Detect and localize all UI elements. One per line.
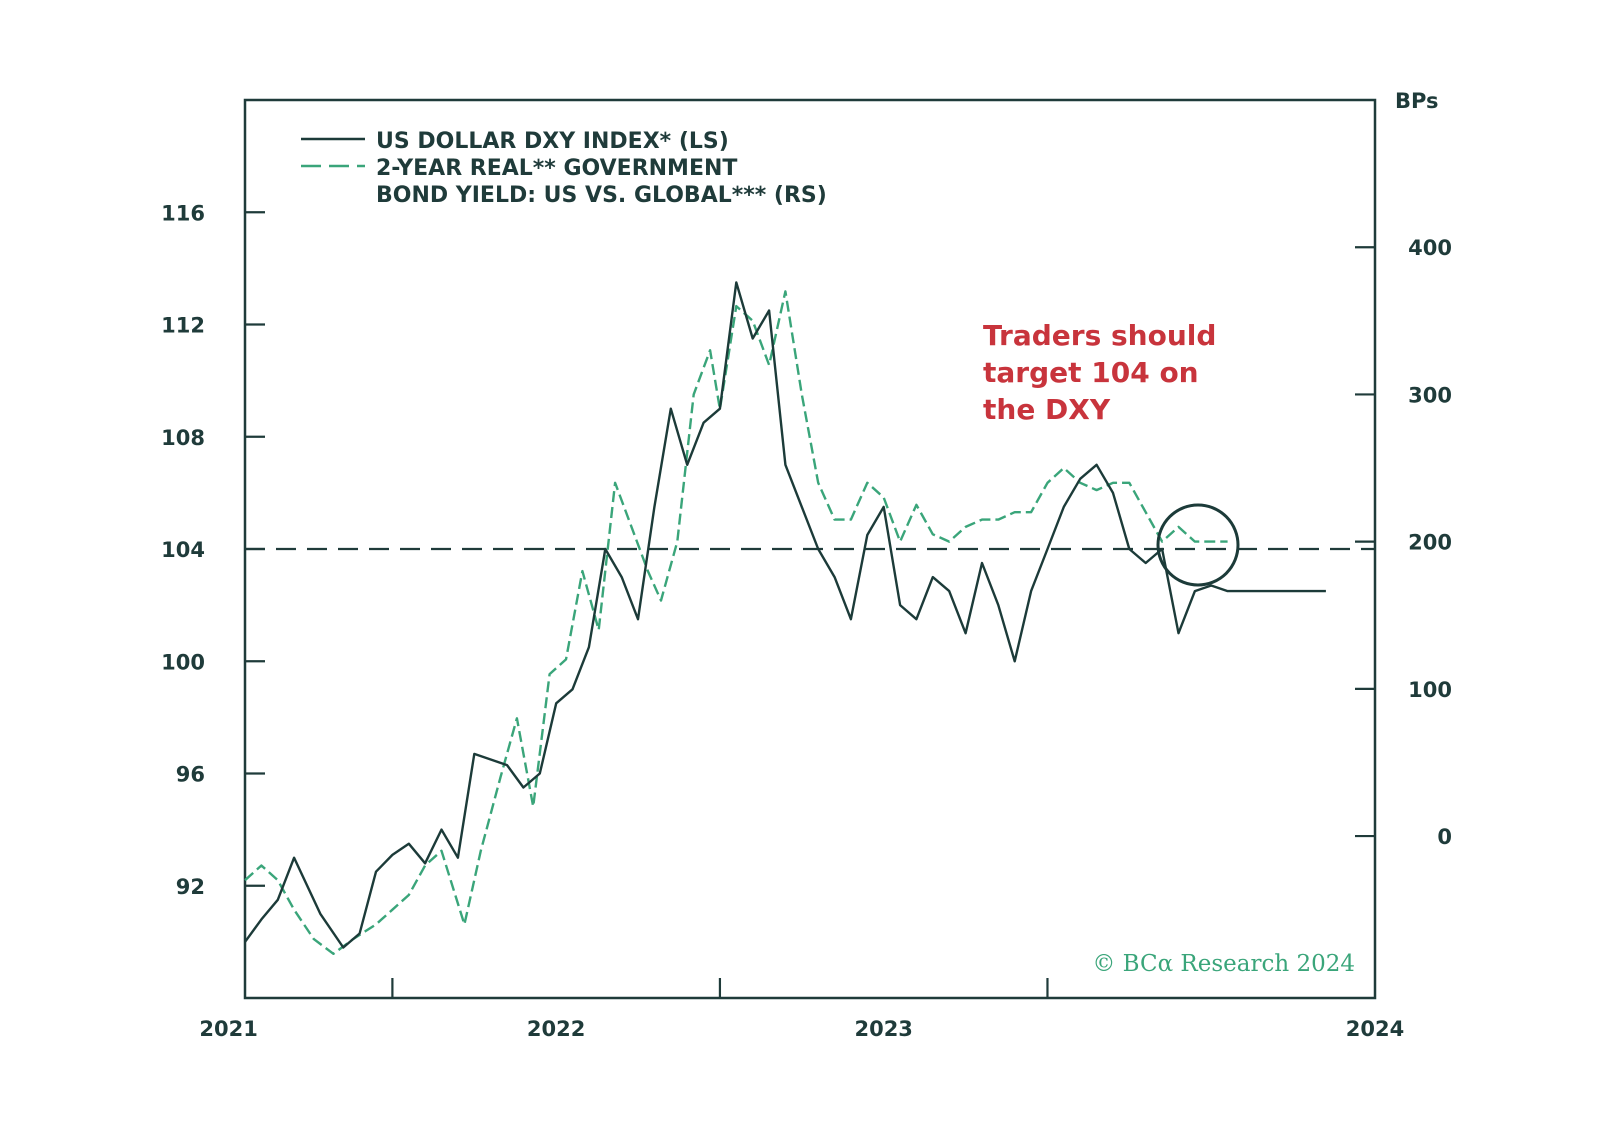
right-axis: 400 300 200 100 0 xyxy=(1355,236,1452,849)
left-tick-label: 116 xyxy=(161,201,205,225)
x-axis: 2021 2022 2023 2024 xyxy=(199,978,1404,1041)
left-tick-label: 96 xyxy=(176,763,205,787)
legend: US DOLLAR DXY INDEX* (LS) 2-YEAR REAL** … xyxy=(301,129,827,208)
right-tick-label: 0 xyxy=(1437,825,1452,849)
left-tick-label: 108 xyxy=(161,426,205,450)
left-axis: 116 112 108 104 100 96 92 xyxy=(161,201,265,899)
left-tick-label: 92 xyxy=(176,875,205,899)
annotation-line-3: the DXY xyxy=(983,393,1111,426)
right-tick-label: 100 xyxy=(1408,678,1452,702)
left-tick-label: 112 xyxy=(161,314,205,338)
right-tick-label: 400 xyxy=(1408,236,1452,260)
right-axis-unit-label: BPs xyxy=(1395,89,1439,113)
x-tick-label: 2024 xyxy=(1346,1017,1404,1041)
series-line-dxy xyxy=(244,281,1326,949)
legend-label-dxy: US DOLLAR DXY INDEX* (LS) xyxy=(376,129,729,154)
left-tick-label: 104 xyxy=(161,538,205,562)
right-tick-label: 300 xyxy=(1408,383,1452,407)
x-tick-label: 2023 xyxy=(854,1017,912,1041)
annotation-line-1: Traders should xyxy=(983,319,1216,352)
annotation-line-2: target 104 on xyxy=(983,356,1199,389)
annotation: Traders should target 104 on the DXY xyxy=(983,319,1216,426)
credit-text: © BCα Research 2024 xyxy=(1092,951,1355,977)
highlight-circle xyxy=(1156,503,1240,587)
legend-label-yield-line2: BOND YIELD: US VS. GLOBAL*** (RS) xyxy=(376,183,827,208)
x-tick-label: 2022 xyxy=(527,1017,585,1041)
left-tick-label: 100 xyxy=(161,650,205,674)
x-tick-label: 2021 xyxy=(199,1017,257,1041)
legend-label-yield-line1: 2-YEAR REAL** GOVERNMENT xyxy=(376,156,737,181)
right-tick-label: 200 xyxy=(1408,531,1452,555)
